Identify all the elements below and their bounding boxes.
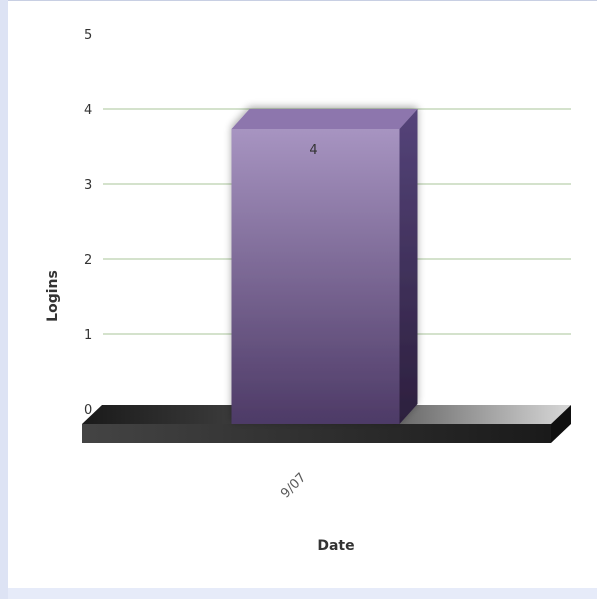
x-tick-label: 9/07 — [278, 470, 309, 501]
bars: 4 — [231, 109, 418, 424]
bar-front — [231, 129, 400, 424]
y-tick-label: 1 — [84, 328, 92, 343]
y-axis-title: Logins — [45, 270, 61, 322]
bar-value-label: 4 — [309, 143, 317, 158]
bar-top — [231, 109, 418, 129]
bottom-strip — [8, 588, 597, 599]
y-tick-label: 3 — [84, 178, 92, 193]
y-tick-label: 0 — [84, 403, 92, 418]
floor-front — [82, 424, 551, 443]
y-tick-label: 4 — [84, 103, 92, 118]
bar-side — [399, 109, 418, 424]
x-axis-ticks: 9/07 — [278, 470, 309, 501]
y-axis-ticks: 0 1 2 3 4 5 — [84, 28, 92, 418]
x-axis-title: Date — [317, 538, 354, 554]
y-tick-label: 2 — [84, 253, 92, 268]
y-tick-label: 5 — [84, 28, 92, 43]
floor-side — [551, 405, 571, 443]
bar-9/07 — [231, 109, 418, 424]
